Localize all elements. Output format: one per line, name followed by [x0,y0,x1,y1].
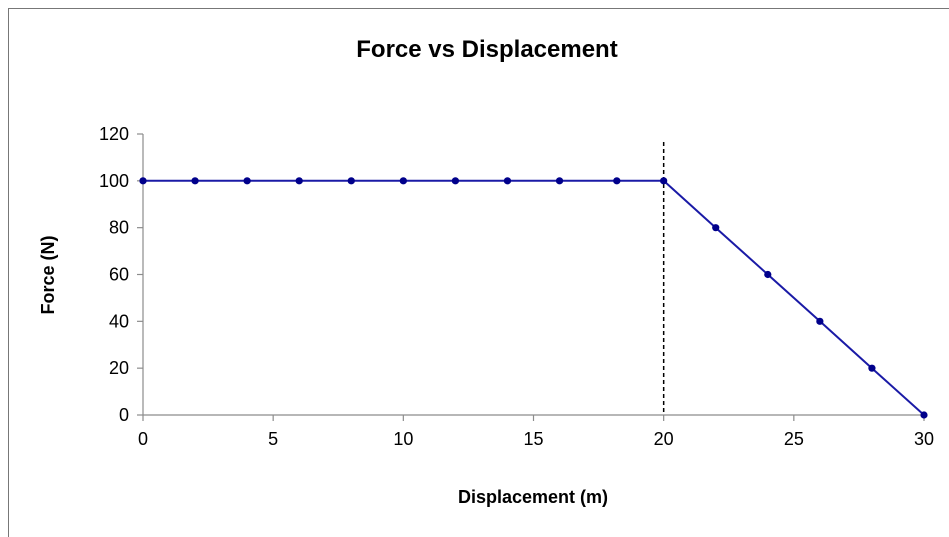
data-point [243,177,251,185]
series-line [143,179,925,416]
series-layer [139,177,928,419]
y-tick-label: 100 [99,171,129,191]
x-tick-label: 20 [654,429,674,449]
y-tick-label: 60 [109,265,129,285]
chart-frame [8,8,949,537]
x-tick-label: 5 [268,429,278,449]
data-point [347,177,355,185]
data-point [399,177,407,185]
y-axis-title: Force (N) [38,235,58,314]
chart-title: Force vs Displacement [356,36,617,63]
data-point [764,270,772,279]
data-point [613,177,621,185]
data-point [191,177,199,185]
y-tick-label: 80 [109,218,129,238]
x-tick-label: 10 [393,429,413,449]
data-point [555,177,564,185]
x-tick-label: 0 [138,429,148,449]
data-point [920,411,928,419]
x-tick-label: 15 [523,429,543,449]
data-point [712,224,720,232]
x-tick-label: 25 [784,429,804,449]
data-point [868,364,876,372]
y-tick-label: 20 [109,358,129,378]
x-tick-label: 30 [914,429,934,449]
data-point [451,177,459,185]
data-point [660,177,668,185]
y-tick-label: 120 [99,124,129,144]
y-tick-label: 40 [109,311,129,331]
axes: 0 20 40 60 80 100 120 0 5 10 15 20 25 30 [99,124,934,449]
data-point [503,177,512,185]
data-point [139,177,147,185]
data-point [816,317,824,325]
data-point [295,177,303,185]
y-tick-label: 0 [119,405,129,425]
x-axis-title: Displacement (m) [458,487,608,507]
